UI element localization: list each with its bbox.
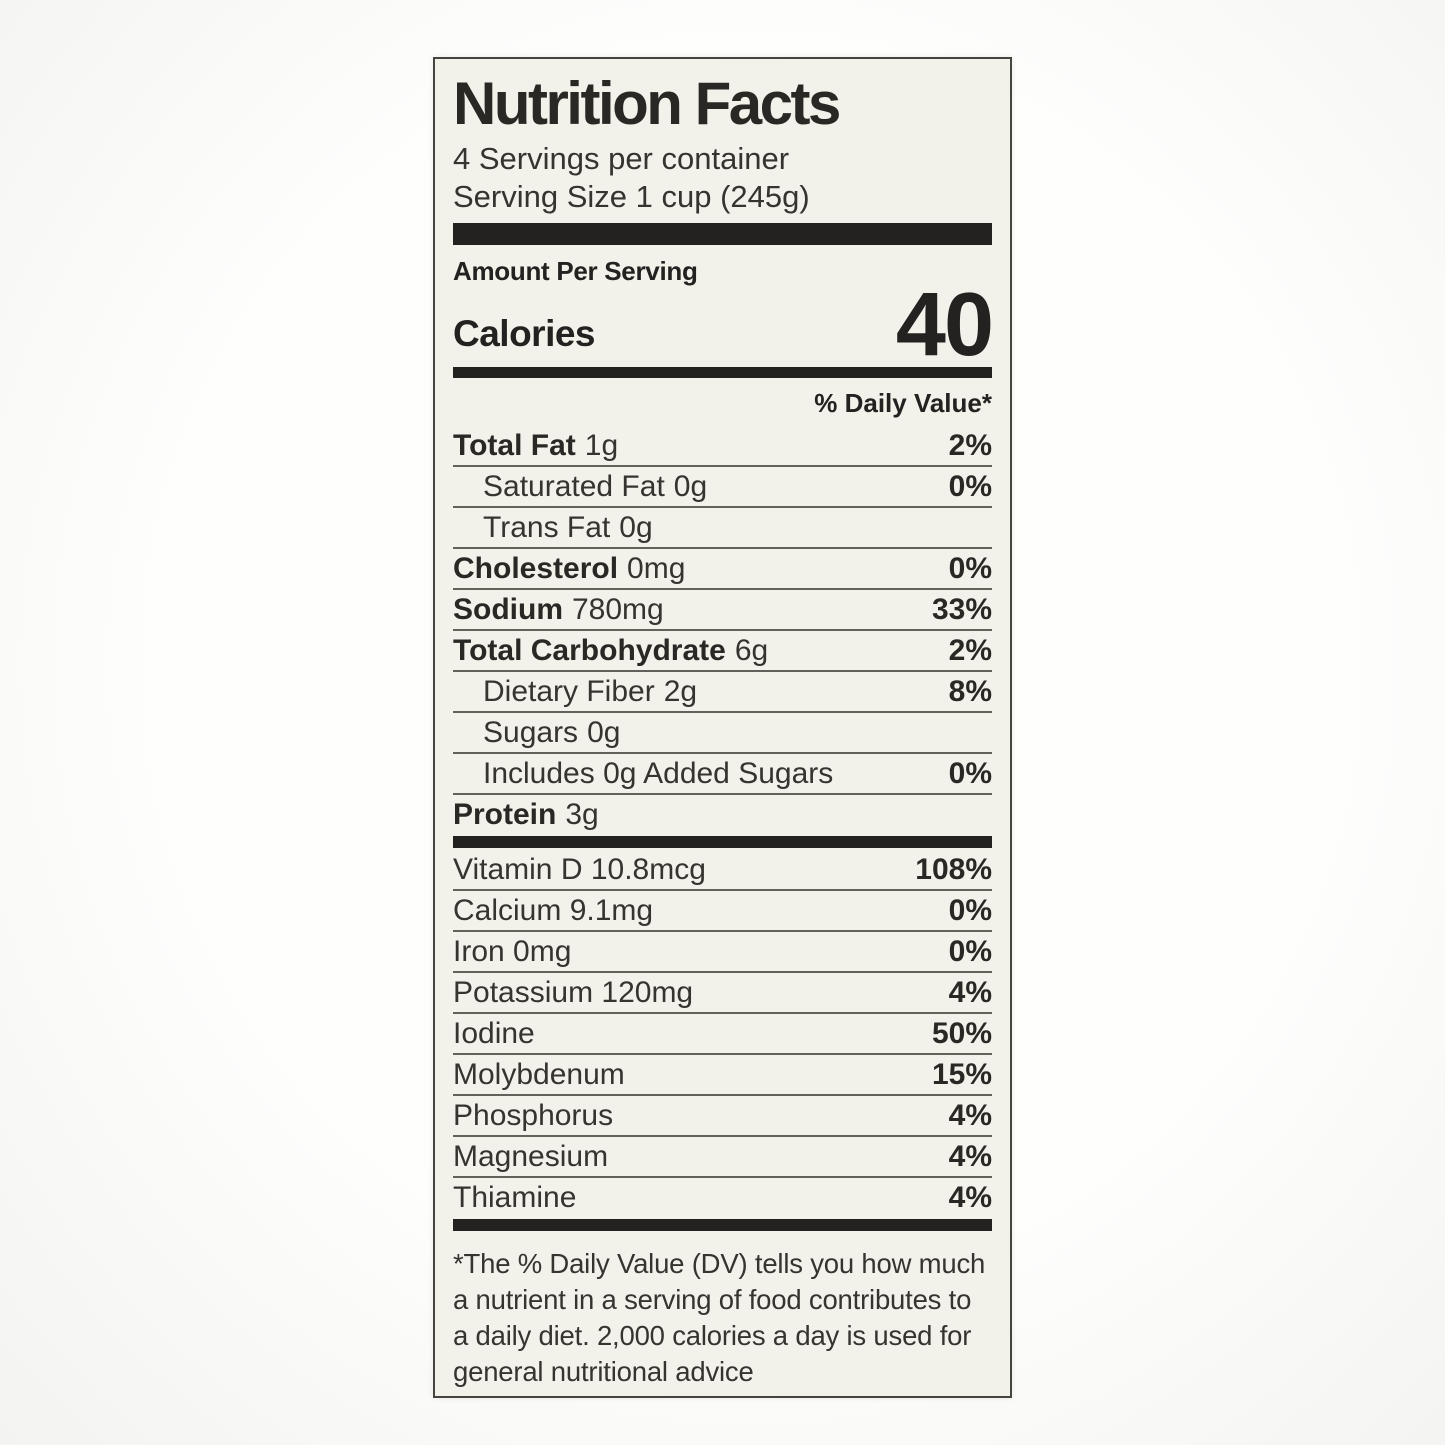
- nutrient-daily-value: 0%: [948, 934, 992, 968]
- nutrient-name-group: Sodium 780mg: [453, 592, 664, 626]
- nutrient-row: Potassium 120mg 4%: [453, 973, 992, 1014]
- nutrient-row: Total Carbohydrate 6g 2%: [453, 631, 992, 672]
- nutrient-daily-value: 4%: [948, 975, 992, 1009]
- nutrient-daily-value: 2%: [948, 633, 992, 667]
- nutrient-name-group: Total Fat 1g: [453, 428, 619, 462]
- divider-bar-section-1: [453, 835, 992, 848]
- calories-row: Calories 40: [453, 275, 994, 376]
- nutrient-row: Thiamine 4%: [453, 1178, 992, 1217]
- nutrient-name: Total Fat: [453, 428, 576, 462]
- divider-bar-medium: [453, 366, 992, 378]
- nutrient-amount: 0g: [673, 469, 708, 503]
- nutrient-amount: 1g: [584, 428, 619, 462]
- nutrient-name: Trans Fat: [483, 510, 611, 544]
- daily-value-header: % Daily Value*: [814, 387, 992, 418]
- nutrient-row: Molybdenum 15%: [453, 1055, 992, 1096]
- nutrient-name: Potassium 120mg: [453, 975, 694, 1009]
- nutrient-row: Trans Fat 0g: [453, 508, 992, 549]
- nutrient-name: Protein: [453, 797, 557, 831]
- nutrient-name-group: Potassium 120mg: [453, 975, 694, 1009]
- nutrient-row: Protein 3g: [453, 795, 992, 834]
- nutrient-name: Saturated Fat: [483, 469, 665, 503]
- nutrient-name-group: Trans Fat 0g: [483, 510, 653, 544]
- nutrient-daily-value: 15%: [931, 1057, 992, 1091]
- nutrient-daily-value: 0%: [948, 893, 992, 927]
- nutrient-daily-value: 0%: [948, 469, 992, 503]
- nutrient-amount: 0g: [619, 510, 653, 544]
- nutrient-name-group: Phosphorus: [453, 1098, 614, 1132]
- nutrient-name-group: Total Carbohydrate 6g: [453, 633, 769, 667]
- nutrient-name: Calcium 9.1mg: [453, 893, 654, 927]
- nutrient-list: Total Fat 1g 2% Saturated Fat 0g 0% Trans Fat 0…: [453, 426, 992, 834]
- nutrient-row: Cholesterol 0mg 0%: [453, 549, 992, 590]
- nutrient-row: Dietary Fiber 2g 8%: [453, 672, 992, 713]
- nutrient-amount: 3g: [565, 797, 599, 831]
- nutrient-name-group: Saturated Fat 0g: [483, 469, 708, 503]
- nutrient-daily-value: 0%: [948, 756, 992, 790]
- nutrient-name: Sodium: [453, 592, 563, 626]
- nutrient-row: Sugars 0g: [453, 713, 992, 754]
- nutrient-row: Includes 0g Added Sugars 0%: [453, 754, 992, 795]
- nutrient-name-group: Vitamin D 10.8mcg: [453, 852, 706, 886]
- nutrient-amount: 780mg: [572, 592, 664, 626]
- serving-size: Serving Size 1 cup (245g): [453, 179, 810, 215]
- nutrient-daily-value: 50%: [931, 1016, 992, 1050]
- amount-per-serving-label: Amount Per Serving: [453, 256, 698, 287]
- divider-bar-thick: [453, 223, 992, 246]
- nutrient-name-group: Iron 0mg: [453, 934, 572, 968]
- nutrient-name: Phosphorus: [453, 1098, 614, 1132]
- nutrient-daily-value: 4%: [948, 1139, 992, 1173]
- nutrient-amount: 0g: [587, 715, 621, 749]
- divider-bar-section-2: [453, 1218, 992, 1231]
- nutrient-name: Magnesium: [453, 1139, 609, 1173]
- nutrient-daily-value: 108%: [915, 852, 992, 886]
- nutrient-daily-value: 8%: [948, 674, 992, 708]
- nutrient-daily-value: 4%: [948, 1098, 992, 1132]
- nutrient-row: Phosphorus 4%: [453, 1096, 992, 1137]
- nutrient-name: Thiamine: [453, 1180, 577, 1214]
- nutrient-name: Iodine: [453, 1016, 535, 1050]
- nutrient-name-group: Thiamine: [453, 1180, 577, 1214]
- nutrient-row: Iodine 50%: [453, 1014, 992, 1055]
- nutrient-name: Includes 0g Added Sugars: [483, 756, 834, 790]
- nutrient-name-group: Includes 0g Added Sugars: [483, 756, 834, 790]
- nutrient-name: Molybdenum: [453, 1057, 625, 1091]
- nutrient-name-group: Iodine: [453, 1016, 535, 1050]
- calories-value: 40: [895, 275, 994, 376]
- nutrient-name-group: Cholesterol 0mg: [453, 551, 686, 585]
- nutrient-row: Sodium 780mg 33%: [453, 590, 992, 631]
- nutrient-name: Dietary Fiber: [483, 674, 655, 708]
- calories-label: Calories: [453, 312, 596, 354]
- nutrient-row: Calcium 9.1mg 0%: [453, 891, 992, 932]
- micronutrient-list: Vitamin D 10.8mcg 108% Calcium 9.1mg 0% Iron…: [453, 850, 992, 1217]
- nutrient-name: Sugars: [483, 715, 579, 749]
- nutrient-daily-value: 33%: [931, 592, 992, 626]
- nutrient-name-group: Molybdenum: [453, 1057, 625, 1091]
- nutrient-daily-value: 2%: [948, 428, 992, 462]
- nutrient-name-group: Sugars 0g: [483, 715, 621, 749]
- nutrient-name: Cholesterol: [453, 551, 619, 585]
- nutrient-row: Saturated Fat 0g 0%: [453, 467, 992, 508]
- nutrient-row: Iron 0mg 0%: [453, 932, 992, 973]
- label-title: Nutrition Facts: [453, 70, 841, 137]
- nutrient-daily-value: 0%: [948, 551, 992, 585]
- nutrient-name-group: Magnesium: [453, 1139, 609, 1173]
- nutrient-name-group: Protein 3g: [453, 797, 599, 831]
- nutrient-amount: 0mg: [627, 551, 686, 585]
- nutrient-name-group: Calcium 9.1mg: [453, 893, 654, 927]
- nutrient-row: Total Fat 1g 2%: [453, 426, 992, 467]
- nutrition-facts-label: Nutrition Facts 4 Servings per container…: [433, 57, 1012, 1398]
- nutrient-row: Vitamin D 10.8mcg 108%: [453, 850, 992, 891]
- servings-per-container: 4 Servings per container: [453, 141, 790, 177]
- daily-value-footnote: *The % Daily Value (DV) tells you how mu…: [453, 1247, 986, 1387]
- nutrient-name: Iron 0mg: [453, 934, 572, 968]
- nutrient-name-group: Dietary Fiber 2g: [483, 674, 698, 708]
- nutrient-amount: 2g: [663, 674, 698, 708]
- nutrient-daily-value: 4%: [948, 1180, 992, 1214]
- nutrient-row: Magnesium 4%: [453, 1137, 992, 1178]
- nutrient-name: Total Carbohydrate: [453, 633, 726, 667]
- nutrient-name: Vitamin D 10.8mcg: [453, 852, 706, 886]
- nutrient-amount: 6g: [734, 633, 769, 667]
